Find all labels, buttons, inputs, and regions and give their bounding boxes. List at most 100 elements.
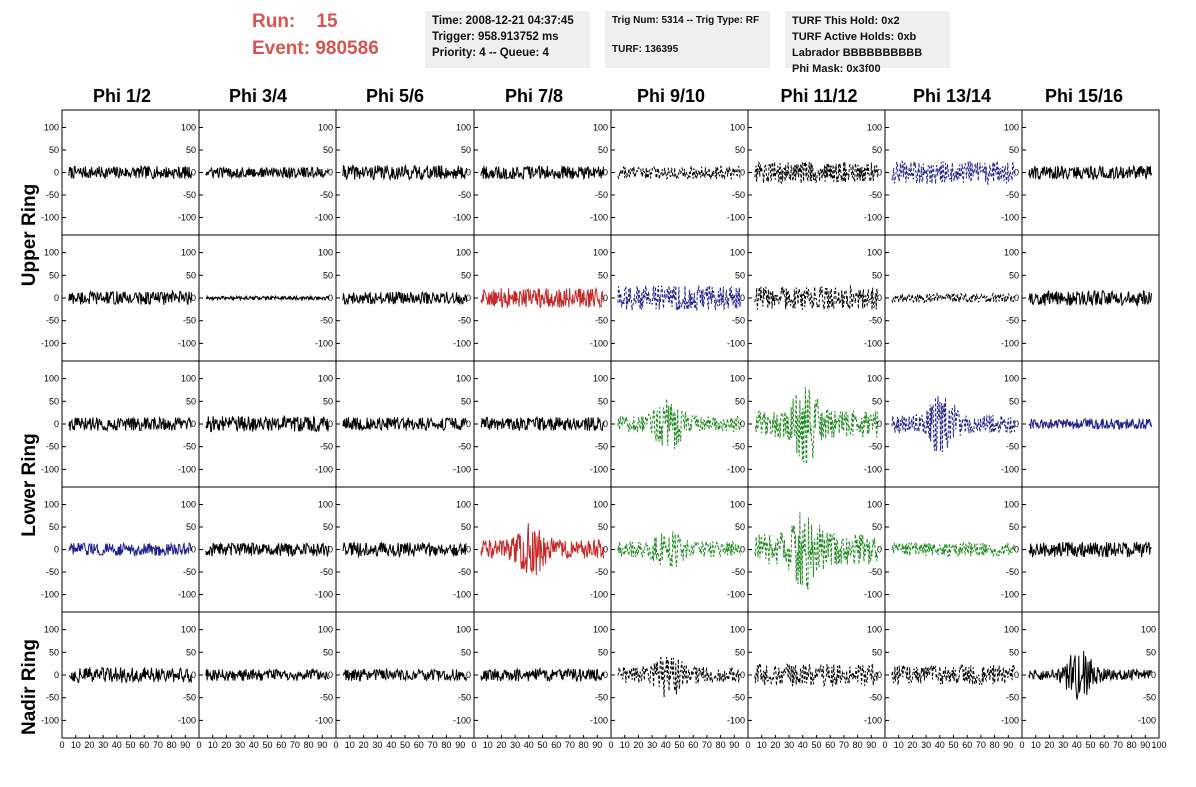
event-value: 980586 xyxy=(315,38,379,59)
y-tick-label-right: 50 xyxy=(461,396,471,406)
y-tick-label-right: -50 xyxy=(320,693,333,703)
y-tick-label-right: 100 xyxy=(593,625,608,635)
waveform-r4-c2 xyxy=(342,667,467,682)
y-tick-label-right: 50 xyxy=(461,270,471,280)
run-event-box: Run: 15 Event: 980586 xyxy=(252,8,412,62)
y-tick-label-right: 100 xyxy=(593,500,608,510)
waveform-r0-c3 xyxy=(480,165,604,181)
y-tick-label-right: -100 xyxy=(1001,213,1019,223)
y-tick-label-right: -100 xyxy=(590,213,608,223)
y-tick-label-right: 50 xyxy=(1009,270,1019,280)
y-tick-label-right: -100 xyxy=(178,715,196,725)
waveform-r1-c5 xyxy=(754,284,878,311)
y-tick-label-right: 0 xyxy=(603,670,608,680)
y-tick-label-right: -100 xyxy=(864,464,882,474)
y-tick-label-left: 0 xyxy=(54,293,59,303)
y-tick-label-right: -50 xyxy=(458,442,471,452)
run-line: Run: 15 xyxy=(252,8,412,35)
y-tick-label-right: 0 xyxy=(603,168,608,178)
y-tick-label-right: 0 xyxy=(328,293,333,303)
waveform-r0-c1 xyxy=(205,166,329,180)
y-tick-label-right: 50 xyxy=(735,145,745,155)
waveform-r3-c5 xyxy=(754,512,878,590)
y-tick-label-right: 0 xyxy=(877,168,882,178)
trig-num-line: Trig Num: 5314 -- Trig Type: RF xyxy=(612,15,760,26)
y-tick-label-right: 0 xyxy=(1014,670,1019,680)
y-tick-label-left: -50 xyxy=(46,567,59,577)
y-tick-label-right: -50 xyxy=(595,567,608,577)
x-tick-label: 50 xyxy=(262,740,272,750)
y-tick-label-left: -100 xyxy=(41,715,59,725)
y-tick-label-right: 50 xyxy=(872,270,882,280)
x-tick-label: 90 xyxy=(729,740,739,750)
y-tick-label-right: 0 xyxy=(466,545,471,555)
x-tick-label: 20 xyxy=(633,740,643,750)
y-tick-label-right: 100 xyxy=(181,500,196,510)
y-tick-label-right: 0 xyxy=(191,419,196,429)
x-tick-label: 0 xyxy=(882,740,887,750)
column-header-phi-1-2: Phi 1/2 xyxy=(92,86,152,106)
x-tick-label: 80 xyxy=(167,740,177,750)
column-header-phi-15-16: Phi 15/16 xyxy=(1044,86,1124,106)
x-tick-label: 70 xyxy=(1113,740,1123,750)
waveform-r4-c3 xyxy=(480,667,604,683)
y-tick-label-right: 50 xyxy=(323,522,333,532)
y-tick-label-right: 50 xyxy=(323,145,333,155)
y-tick-label-right: -50 xyxy=(869,316,882,326)
x-tick-label: 60 xyxy=(962,740,972,750)
y-tick-label-right: 0 xyxy=(466,419,471,429)
trigger-line: Trigger: 958.913752 ms xyxy=(432,31,559,43)
x-tick-label: 30 xyxy=(784,740,794,750)
y-tick-label-left: 50 xyxy=(49,647,59,657)
y-tick-label-right: 50 xyxy=(872,647,882,657)
y-tick-label-right: 50 xyxy=(1009,396,1019,406)
y-tick-label-right: -100 xyxy=(315,464,333,474)
x-tick-label: 30 xyxy=(510,740,520,750)
y-tick-label-right: 50 xyxy=(186,396,196,406)
y-tick-label-right: 0 xyxy=(191,293,196,303)
y-tick-label-right: -100 xyxy=(1001,338,1019,348)
column-header-phi-5-6: Phi 5/6 xyxy=(365,86,425,106)
y-tick-label-right: 0 xyxy=(191,168,196,178)
waveform-r1-c0 xyxy=(68,289,192,305)
y-tick-label-right: -50 xyxy=(183,693,196,703)
x-tick-label: 80 xyxy=(441,740,451,750)
x-tick-label: 70 xyxy=(565,740,575,750)
y-tick-label-right: 50 xyxy=(461,647,471,657)
y-tick-label-right: 100 xyxy=(1004,123,1019,133)
y-tick-label-right: 50 xyxy=(186,270,196,280)
x-tick-label: 20 xyxy=(221,740,231,750)
y-tick-label-right: -50 xyxy=(732,567,745,577)
y-tick-label-right: 100 xyxy=(181,123,196,133)
y-tick-label-right: -100 xyxy=(315,590,333,600)
x-tick-label: 40 xyxy=(1072,740,1082,750)
priority-line: Priority: 4 -- Queue: 4 xyxy=(432,47,549,59)
run-value: 15 xyxy=(316,11,338,32)
waveform-r2-c4 xyxy=(617,398,741,449)
y-tick-label-right: -50 xyxy=(183,316,196,326)
y-tick-label-right: -50 xyxy=(1006,693,1019,703)
y-tick-label-right: -100 xyxy=(178,464,196,474)
y-tick-label-right: -50 xyxy=(869,693,882,703)
y-tick-label-right: 100 xyxy=(867,248,882,258)
x-tick-label: 10 xyxy=(1031,740,1041,750)
y-tick-label-left: 0 xyxy=(54,419,59,429)
y-tick-label-right: -50 xyxy=(732,442,745,452)
waveform-r4-c4 xyxy=(617,656,741,698)
y-tick-label-right: -100 xyxy=(315,338,333,348)
y-tick-label-right: -50 xyxy=(595,190,608,200)
turf-active-line: TURF Active Holds: 0xb xyxy=(792,31,917,43)
y-tick-label-right: -100 xyxy=(727,715,745,725)
x-tick-label: 90 xyxy=(866,740,876,750)
y-tick-label-left: 50 xyxy=(49,396,59,406)
x-tick-label: 10 xyxy=(757,740,767,750)
waveform-r0-c4 xyxy=(617,165,741,181)
y-tick-label-right: 100 xyxy=(1004,374,1019,384)
y-tick-label-left: 50 xyxy=(49,145,59,155)
waveform-r2-c1 xyxy=(205,414,329,433)
x-tick-label: 80 xyxy=(304,740,314,750)
y-tick-label-left: 100 xyxy=(44,123,59,133)
x-tick-label: 10 xyxy=(894,740,904,750)
y-tick-label-right: 50 xyxy=(598,396,608,406)
